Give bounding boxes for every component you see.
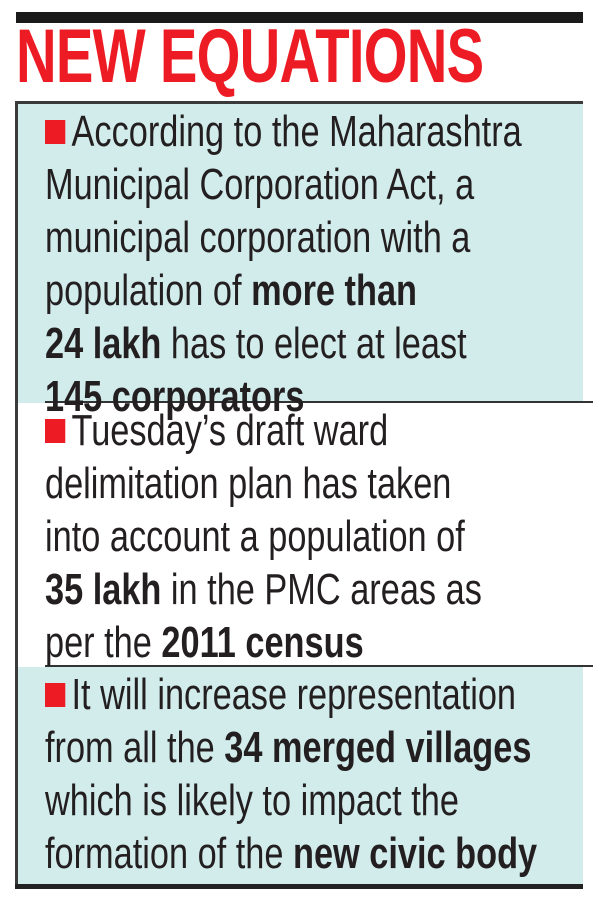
bold-text: more than (251, 266, 417, 315)
text: which is likely to impact the (45, 776, 459, 825)
text-line: It will increase representation (45, 669, 516, 721)
section-divider-2 (45, 665, 593, 667)
text: Municipal Corporation Act, a (45, 160, 475, 209)
text-line: Tuesday’s draft ward (45, 405, 388, 457)
text-line: Municipal Corporation Act, a (45, 159, 474, 211)
text: According to the Maharashtra (71, 107, 522, 156)
headline: NEW EQUATIONS (16, 14, 484, 99)
text-line: 145 corporators (45, 371, 304, 423)
text: municipal corporation with a (45, 213, 471, 262)
bold-text: 35 lakh (45, 565, 162, 614)
section-divider-1 (45, 401, 593, 403)
text-line: formation of the new civic body (45, 828, 537, 880)
text: into account a population of (45, 512, 465, 561)
bold-text: 2011 census (161, 618, 364, 667)
text: Tuesday’s draft ward (71, 406, 389, 455)
bold-text: 34 merged villages (224, 723, 532, 772)
text-line: from all the 34 merged villages (45, 722, 531, 774)
text-line: According to the Maharashtra (45, 106, 522, 158)
text: population of (45, 266, 252, 315)
text-line: per the 2011 census (45, 617, 364, 669)
bullet-square-icon (45, 419, 66, 443)
text: It will increase representation (71, 670, 516, 719)
bottom-rule (15, 884, 583, 889)
text-line: 24 lakh has to elect at least (45, 318, 467, 370)
text: from all the (45, 723, 225, 772)
text: per the (45, 618, 162, 667)
section-3 (18, 667, 583, 887)
text-line: municipal corporation with a (45, 212, 470, 264)
text-line: delimitation plan has taken (45, 458, 451, 510)
text-line: 35 lakh in the PMC areas as (45, 564, 482, 616)
text: delimitation plan has taken (45, 459, 452, 508)
text: in the PMC areas as (161, 565, 482, 614)
text: has to elect at least (161, 319, 467, 368)
factbox-panel: According to the Maharashtra Municipal Co… (15, 101, 593, 887)
bold-text: 24 lakh (45, 319, 162, 368)
text-line: into account a population of (45, 511, 465, 563)
bold-text: 145 corporators (45, 372, 305, 421)
text: formation of the (45, 829, 294, 878)
bullet-square-icon (45, 683, 66, 707)
top-rule (16, 12, 583, 23)
text-line: population of more than (45, 265, 417, 317)
text-line: which is likely to impact the (45, 775, 459, 827)
bullet-square-icon (45, 120, 66, 144)
section-1 (18, 104, 583, 403)
bold-text: new civic body (293, 829, 538, 878)
